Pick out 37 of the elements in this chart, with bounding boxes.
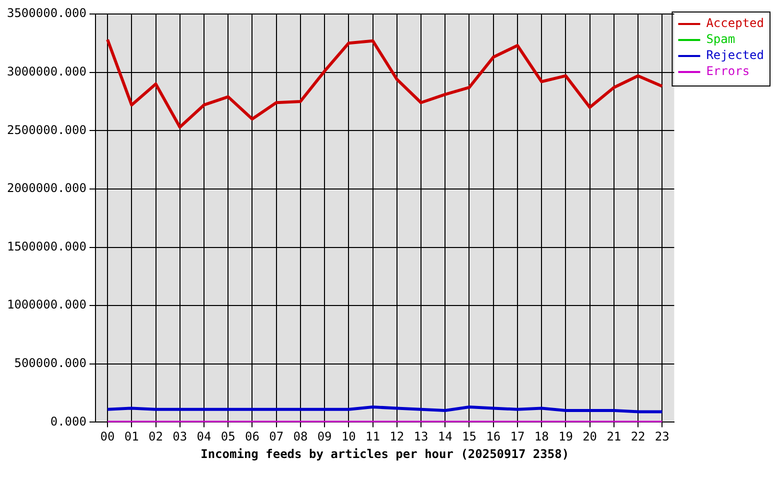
x-tick-label: 05 bbox=[220, 430, 236, 444]
y-tick-label: 3500000.000 bbox=[6, 6, 86, 20]
x-tick-label: 16 bbox=[486, 430, 501, 444]
y-tick-label: 1500000.000 bbox=[6, 239, 86, 254]
x-tick-label: 13 bbox=[414, 430, 428, 444]
x-tick-label: 09 bbox=[317, 430, 332, 444]
legend-label: Rejected bbox=[706, 48, 764, 62]
y-tick-label: 2000000.000 bbox=[6, 181, 86, 196]
x-tick-label: 19 bbox=[558, 430, 573, 444]
y-tick-label: 2500000.000 bbox=[6, 122, 86, 137]
x-tick-label: 10 bbox=[341, 430, 356, 444]
y-tick-label: 1000000.000 bbox=[6, 298, 86, 312]
x-axis-title: Incoming feeds by articles per hour (20250917 2358) bbox=[200, 446, 570, 461]
x-tick-label: 00 bbox=[100, 430, 115, 444]
x-tick-label: 21 bbox=[606, 430, 622, 444]
legend-label: Spam bbox=[706, 32, 736, 46]
y-tick-label: 3000000.000 bbox=[6, 64, 86, 78]
y-tick-label: 0.000 bbox=[50, 414, 86, 428]
legend-label: Accepted bbox=[706, 16, 764, 30]
x-tick-label: 04 bbox=[196, 430, 212, 444]
x-tick-label: 03 bbox=[172, 430, 188, 444]
x-tick-label: 23 bbox=[654, 430, 670, 444]
legend-label: Errors bbox=[706, 64, 750, 78]
x-tick-label: 14 bbox=[438, 430, 452, 444]
x-tick-label: 11 bbox=[366, 430, 380, 444]
x-tick-label: 01 bbox=[124, 430, 139, 444]
x-tick-label: 15 bbox=[462, 430, 476, 444]
x-tick-label: 08 bbox=[293, 430, 308, 444]
x-tick-label: 02 bbox=[148, 430, 163, 444]
x-tick-label: 17 bbox=[510, 430, 525, 444]
x-tick-label: 07 bbox=[269, 430, 284, 444]
x-tick-label: 20 bbox=[582, 430, 598, 444]
x-tick-label: 18 bbox=[534, 430, 549, 444]
x-tick-label: 12 bbox=[390, 430, 404, 444]
y-tick-label: 500000.000 bbox=[14, 356, 86, 370]
x-tick-label: 06 bbox=[244, 430, 260, 444]
x-tick-label: 22 bbox=[630, 430, 646, 444]
